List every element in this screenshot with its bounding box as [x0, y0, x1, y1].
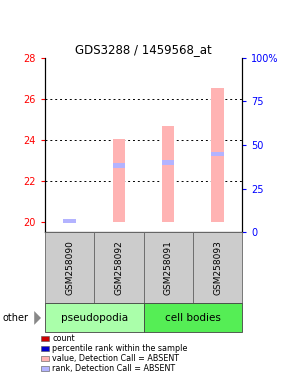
Text: GSM258091: GSM258091	[164, 240, 173, 295]
Polygon shape	[34, 311, 41, 325]
Bar	[162, 160, 174, 165]
Bar	[45, 303, 144, 332]
Text: value, Detection Call = ABSENT: value, Detection Call = ABSENT	[52, 354, 179, 363]
Text: other: other	[3, 313, 29, 323]
Text: rank, Detection Call = ABSENT: rank, Detection Call = ABSENT	[52, 364, 175, 373]
Bar	[211, 88, 224, 222]
Bar	[144, 303, 242, 332]
Bar	[94, 232, 144, 303]
Text: GSM258093: GSM258093	[213, 240, 222, 295]
Text: percentile rank within the sample: percentile rank within the sample	[52, 344, 188, 353]
Text: cell bodies: cell bodies	[165, 313, 221, 323]
Title: GDS3288 / 1459568_at: GDS3288 / 1459568_at	[75, 43, 212, 56]
Bar	[162, 126, 174, 222]
Text: GSM258092: GSM258092	[114, 240, 124, 295]
Text: pseudopodia: pseudopodia	[61, 313, 128, 323]
Bar	[144, 232, 193, 303]
Bar	[45, 232, 94, 303]
Text: count: count	[52, 334, 75, 343]
Text: GSM258090: GSM258090	[65, 240, 74, 295]
Bar	[64, 219, 76, 223]
Bar	[193, 232, 242, 303]
Bar	[113, 163, 125, 168]
Bar	[211, 152, 224, 156]
Bar	[113, 139, 125, 222]
